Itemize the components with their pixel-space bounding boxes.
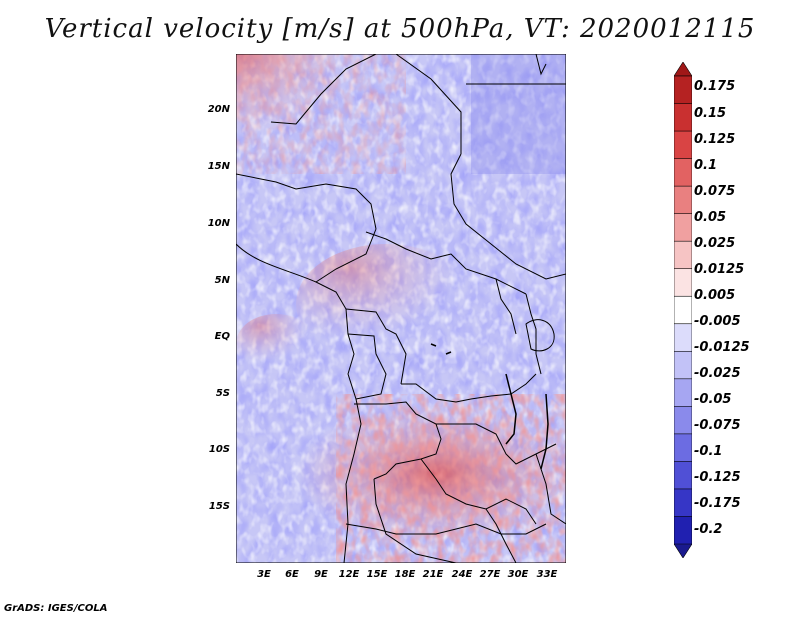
lon-tick-label: 27E — [479, 569, 501, 580]
colorbar-label: 0.0125 — [694, 262, 745, 277]
red-noise-north — [236, 54, 406, 174]
lon-tick-label: 12E — [338, 569, 360, 580]
colorbar-segment — [673, 350, 693, 380]
colorbar-label: -0.175 — [694, 496, 741, 511]
colorbar-label: -0.125 — [694, 470, 741, 485]
lat-tick-label: EQ — [214, 331, 230, 342]
colorbar-label: 0.025 — [694, 236, 736, 251]
colorbar-segment — [673, 213, 693, 242]
colorbar-segment — [673, 378, 693, 408]
colorbar-label: -0.05 — [694, 392, 732, 407]
colorbar-segment — [673, 158, 693, 187]
colorbar-segment — [673, 323, 693, 353]
colorbar-label: 0.1 — [694, 158, 718, 173]
lon-tick-label: 21E — [422, 569, 444, 580]
lon-tick-label: 30E — [507, 569, 529, 580]
colorbar-label: 0.175 — [694, 79, 736, 94]
borders — [236, 54, 566, 563]
colorbar-segment — [673, 488, 693, 518]
lon-tick-label: 15E — [366, 569, 388, 580]
colorbar-segment — [673, 268, 693, 298]
lat-tick-label: 15N — [207, 161, 230, 172]
colorbar-label: -0.1 — [694, 444, 723, 459]
lon-tick-label: 6E — [285, 569, 299, 580]
grads-credit: GrADS: IGES/COLA — [4, 603, 108, 614]
colorbar-segment — [673, 295, 693, 325]
lat-tick-label: 20N — [207, 104, 230, 115]
colorbar-label: -0.025 — [694, 366, 741, 381]
lon-tick-label: 9E — [314, 569, 328, 580]
lat-tick-label: 10S — [208, 444, 230, 455]
map-title: Vertical velocity [m/s] at 500hPa, VT: 2… — [44, 14, 756, 44]
colorbar-segment — [673, 461, 693, 490]
colorbar-segment — [673, 240, 693, 270]
colorbar-segment — [673, 130, 693, 160]
colorbar-label: -0.075 — [694, 418, 741, 433]
lat-tick-label: 5N — [214, 275, 230, 286]
colorbar-label: 0.05 — [694, 210, 727, 225]
colorbar-segment — [673, 61, 693, 77]
colorbar-segment — [673, 75, 693, 105]
lat-tick-label: 5S — [215, 388, 230, 399]
colorbar-segment — [673, 103, 693, 132]
lon-tick-label: 33E — [536, 569, 558, 580]
colorbar-segment — [673, 406, 693, 435]
colorbar-label: 0.125 — [694, 132, 736, 147]
colorbar-label: -0.005 — [694, 314, 741, 329]
map-svg — [236, 54, 566, 563]
colorbar-segment — [673, 516, 693, 545]
colorbar-segment — [673, 543, 693, 559]
colorbar-label: 0.005 — [694, 288, 736, 303]
red-region-central — [296, 244, 476, 364]
colorbar-label: 0.075 — [694, 184, 736, 199]
colorbar-label: -0.0125 — [694, 340, 750, 355]
colorbar-svg — [673, 61, 693, 559]
colorbar-segment — [673, 433, 693, 463]
lon-tick-label: 18E — [394, 569, 416, 580]
colorbar-label: -0.2 — [694, 522, 723, 537]
blue-region-northeast — [471, 54, 566, 174]
colorbar-label: 0.15 — [694, 106, 727, 121]
lon-tick-label: 3E — [257, 569, 271, 580]
red-region-gulf — [236, 314, 316, 374]
colorbar-segment — [673, 185, 693, 215]
lat-tick-label: 10N — [207, 218, 230, 229]
lat-tick-label: 15S — [208, 501, 230, 512]
colorbar — [673, 61, 693, 559]
red-noise-south — [336, 394, 566, 563]
vertical-velocity-map — [236, 54, 566, 563]
lon-tick-label: 24E — [451, 569, 473, 580]
